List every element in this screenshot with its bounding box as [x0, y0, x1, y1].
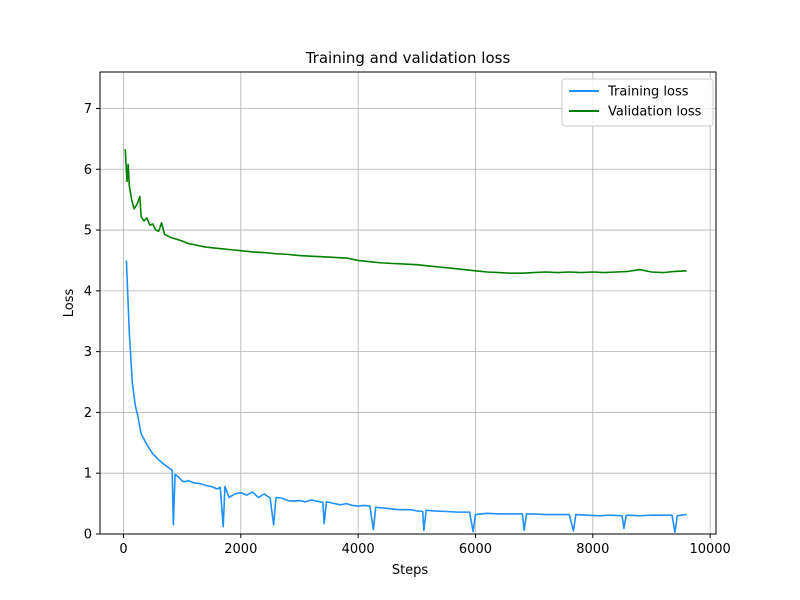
training-loss-line: [125, 260, 687, 533]
y-tick-label: 5: [84, 224, 92, 239]
chart-title: Training and validation loss: [305, 49, 511, 67]
x-axis-label: Steps: [392, 563, 429, 578]
legend-label-validation-loss: Validation loss: [608, 105, 702, 120]
x-tick-label: 2000: [224, 542, 257, 557]
legend-label-training-loss: Training loss: [607, 85, 689, 100]
axes-frame: [99, 71, 717, 535]
x-tick-label: 6000: [459, 542, 492, 557]
y-tick-label: 0: [84, 528, 92, 543]
grid: [100, 72, 716, 535]
y-axis-label: Loss: [62, 289, 77, 318]
legend-box: [561, 78, 714, 127]
validation-loss-line: [124, 149, 687, 275]
x-tick-label: 10000: [689, 542, 730, 557]
y-tick-label: 2: [84, 406, 92, 421]
y-tick-label: 4: [84, 284, 92, 299]
plot-lines: [124, 149, 687, 533]
y-tick-label: 6: [84, 163, 92, 178]
ticks: 0 2000 4000 6000 8000 10000 0 1 2 3 4 5 6 7: [84, 102, 731, 557]
x-tick-label: 8000: [576, 542, 609, 557]
y-tick-label: 3: [84, 345, 92, 360]
x-tick-label: 4000: [342, 542, 375, 557]
x-tick-label: 0: [119, 542, 127, 557]
y-tick-label: 7: [84, 102, 92, 117]
legend: Training loss Validation loss: [561, 78, 714, 127]
y-tick-label: 1: [84, 467, 92, 482]
